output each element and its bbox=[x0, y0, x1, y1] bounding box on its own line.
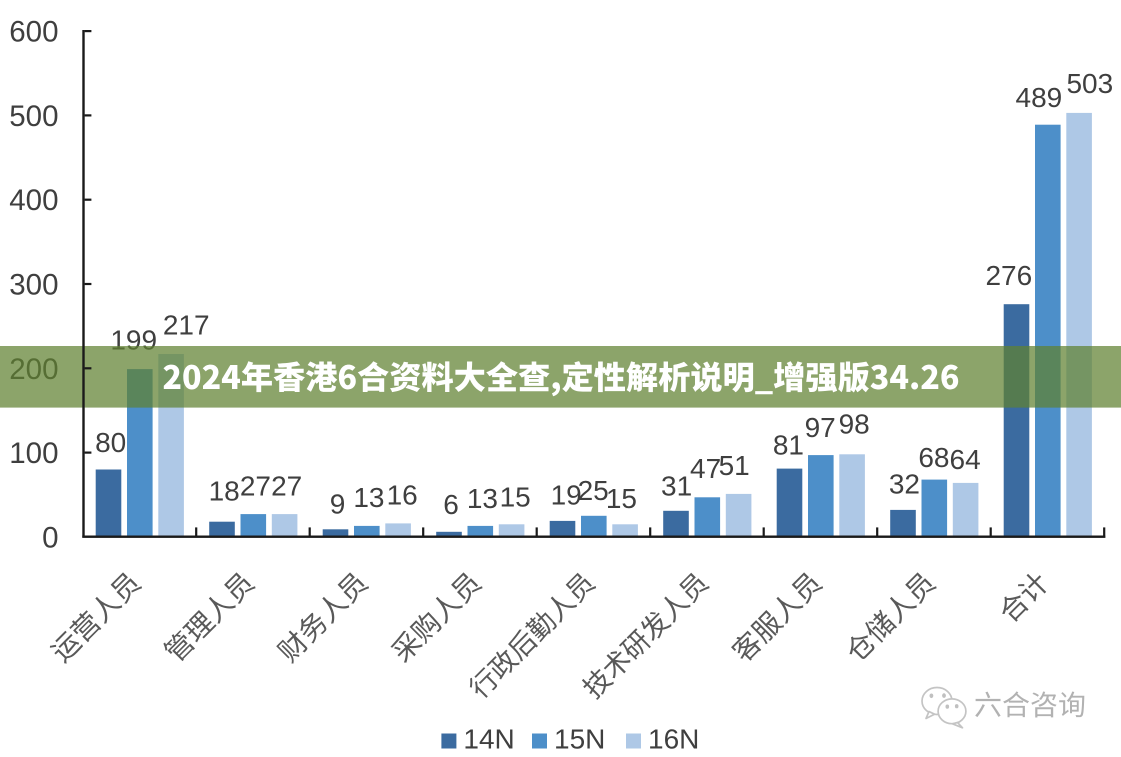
svg-text:97: 97 bbox=[805, 412, 836, 443]
svg-text:6: 6 bbox=[443, 489, 459, 520]
svg-text:9: 9 bbox=[330, 488, 346, 519]
svg-text:80: 80 bbox=[95, 427, 126, 458]
svg-text:15: 15 bbox=[606, 483, 637, 514]
svg-text:217: 217 bbox=[163, 310, 210, 341]
svg-text:64: 64 bbox=[950, 444, 981, 475]
svg-text:19: 19 bbox=[551, 480, 582, 511]
svg-text:15: 15 bbox=[500, 482, 531, 513]
svg-text:400: 400 bbox=[9, 184, 58, 217]
svg-text:98: 98 bbox=[839, 409, 870, 440]
svg-text:100: 100 bbox=[9, 437, 58, 470]
svg-text:51: 51 bbox=[719, 450, 750, 481]
svg-text:276: 276 bbox=[985, 260, 1032, 291]
svg-text:27: 27 bbox=[271, 471, 302, 502]
svg-text:0: 0 bbox=[42, 521, 58, 554]
svg-text:47: 47 bbox=[690, 453, 721, 484]
svg-text:16N: 16N bbox=[648, 724, 699, 755]
svg-text:27: 27 bbox=[240, 471, 271, 502]
svg-text:503: 503 bbox=[1066, 68, 1113, 99]
svg-text:300: 300 bbox=[9, 269, 58, 302]
svg-text:32: 32 bbox=[889, 469, 920, 500]
svg-text:15N: 15N bbox=[554, 724, 605, 755]
svg-text:14N: 14N bbox=[463, 724, 514, 755]
svg-text:489: 489 bbox=[1016, 82, 1063, 113]
svg-text:500: 500 bbox=[9, 100, 58, 133]
svg-text:81: 81 bbox=[773, 430, 804, 461]
svg-text:18: 18 bbox=[209, 476, 240, 507]
svg-text:16: 16 bbox=[387, 480, 418, 511]
svg-text:31: 31 bbox=[661, 471, 692, 502]
svg-text:68: 68 bbox=[918, 442, 949, 473]
svg-text:13: 13 bbox=[467, 483, 498, 514]
svg-text:25: 25 bbox=[578, 475, 609, 506]
svg-text:13: 13 bbox=[353, 482, 384, 513]
svg-text:600: 600 bbox=[9, 16, 58, 49]
